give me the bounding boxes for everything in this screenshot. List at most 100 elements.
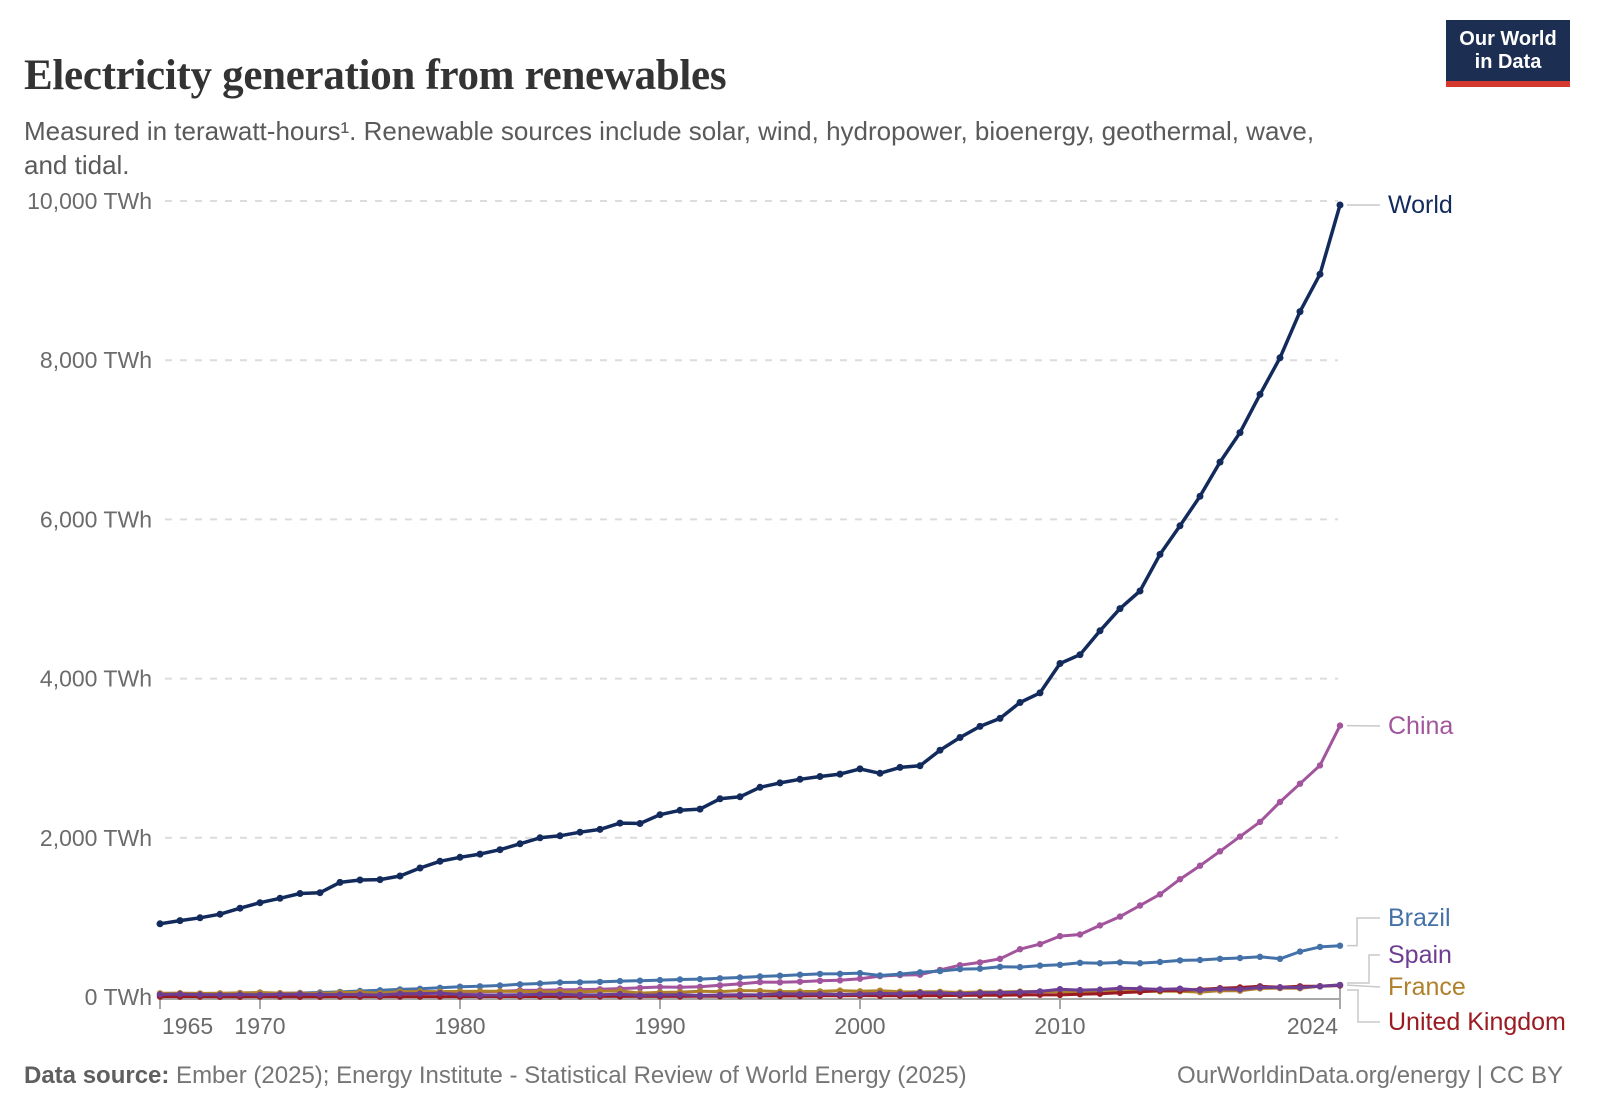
data-point-spain [396, 990, 404, 997]
data-point-world [156, 920, 164, 928]
series-china[interactable] [156, 722, 1344, 999]
data-point-brazil [576, 979, 584, 986]
data-point-china [836, 977, 844, 984]
data-point-brazil [536, 980, 544, 987]
data-point-spain [836, 991, 844, 998]
data-point-world [456, 853, 464, 861]
data-source-label: Data source: [24, 1062, 170, 1089]
data-point-world [1276, 354, 1284, 362]
data-point-world [796, 775, 804, 783]
data-point-brazil [1136, 960, 1144, 967]
data-point-world [336, 878, 344, 886]
data-point-world [756, 783, 764, 791]
series-label-world[interactable]: World [1388, 191, 1453, 219]
data-point-spain [1056, 986, 1064, 993]
data-point-world [1256, 390, 1264, 398]
data-point-brazil [496, 982, 504, 989]
data-point-world [356, 876, 364, 884]
data-point-world [1196, 492, 1204, 500]
data-point-brazil [1036, 962, 1044, 969]
data-point-brazil [1056, 961, 1064, 968]
data-point-china [696, 983, 704, 990]
data-point-china [756, 978, 764, 986]
series-label-united-kingdom[interactable]: United Kingdom [1388, 1008, 1566, 1036]
data-point-brazil [1256, 953, 1264, 960]
data-point-brazil [956, 965, 964, 973]
data-point-spain [636, 992, 644, 999]
data-point-spain [1176, 985, 1184, 992]
data-point-spain [1016, 989, 1024, 996]
series-label-brazil[interactable]: Brazil [1388, 904, 1451, 932]
data-point-spain [716, 991, 724, 999]
owid-cc-by-link[interactable]: OurWorldinData.org/energy | CC BY [1177, 1062, 1563, 1089]
data-point-brazil [696, 975, 704, 983]
data-point-spain [1276, 984, 1284, 991]
data-point-world [1116, 605, 1124, 613]
data-point-brazil [836, 970, 844, 977]
data-point-spain [1256, 984, 1264, 991]
connector-spain [1347, 954, 1380, 984]
data-point-china [1076, 931, 1084, 938]
data-point-world [556, 832, 564, 840]
data-point-brazil [596, 978, 604, 986]
data-point-world [1336, 201, 1344, 209]
data-point-world [856, 765, 864, 773]
data-point-china [816, 977, 824, 984]
data-point-spain [1036, 988, 1044, 995]
y-axis-tick-label: 6,000 TWh [40, 506, 152, 532]
x-axis-tick-label: 1980 [434, 1013, 485, 1039]
data-point-spain [256, 991, 264, 998]
data-point-china [1276, 798, 1284, 806]
data-point-brazil [1296, 948, 1304, 955]
data-point-spain [296, 990, 304, 998]
data-point-china [1096, 922, 1104, 929]
data-point-world [936, 746, 944, 754]
series-label-france[interactable]: France [1388, 973, 1466, 1001]
data-point-china [1056, 932, 1064, 940]
data-point-brazil [876, 972, 884, 979]
x-axis-tick-label: 1990 [634, 1013, 685, 1039]
series-spain[interactable] [156, 981, 1344, 999]
series-label-china[interactable]: China [1388, 712, 1453, 740]
data-point-world [296, 890, 304, 897]
data-point-world [1176, 522, 1184, 530]
data-point-world [1316, 270, 1324, 278]
series-line-china [158, 724, 1342, 998]
data-point-spain [176, 990, 184, 998]
data-point-brazil [1196, 956, 1204, 964]
chart-footer: Data source: Ember (2025); Energy Instit… [24, 1062, 1563, 1090]
data-point-spain [496, 991, 504, 999]
owid-logo[interactable]: Our World in Data [1446, 20, 1570, 87]
data-point-world [1076, 651, 1084, 659]
data-point-brazil [1176, 957, 1184, 964]
data-point-spain [1236, 986, 1244, 993]
series-label-spain[interactable]: Spain [1388, 941, 1452, 969]
data-point-brazil [1236, 954, 1244, 962]
data-point-brazil [656, 976, 664, 984]
chart-subtitle: Measured in terawatt-hours¹. Renewable s… [24, 116, 1315, 181]
data-point-china [1216, 848, 1224, 855]
data-point-brazil [816, 970, 824, 978]
data-point-world [896, 763, 904, 771]
data-point-spain [276, 991, 284, 998]
data-point-spain [1216, 985, 1224, 993]
data-point-spain [416, 990, 424, 997]
data-point-brazil [1336, 942, 1344, 949]
data-point-world [1216, 458, 1224, 466]
data-point-world [1016, 699, 1024, 706]
data-point-brazil [796, 971, 804, 978]
data-source-note: Data source: Ember (2025); Energy Instit… [24, 1062, 967, 1090]
data-point-brazil [716, 975, 724, 982]
series-world[interactable] [156, 201, 1344, 928]
data-point-spain [676, 991, 684, 998]
data-point-spain [1136, 985, 1144, 992]
owid-logo-line1: Our World [1459, 27, 1557, 50]
data-point-brazil [776, 972, 784, 979]
label-connectors [1346, 204, 1381, 1023]
data-point-world [1056, 660, 1064, 667]
data-point-china [1176, 876, 1184, 883]
data-point-spain [616, 990, 624, 998]
data-point-brazil [1016, 963, 1024, 971]
data-point-world [1236, 429, 1244, 437]
data-point-world [396, 872, 404, 880]
